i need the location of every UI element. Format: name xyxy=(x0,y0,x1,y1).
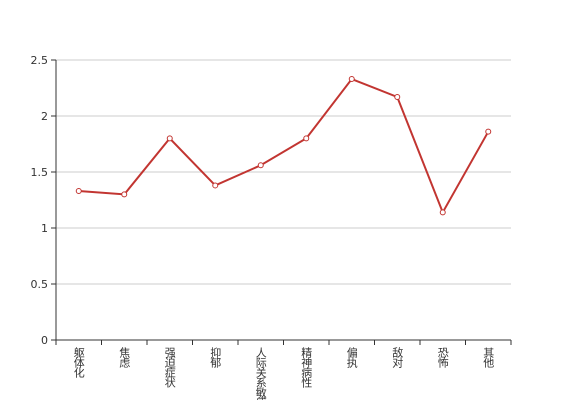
point xyxy=(303,135,310,142)
y-tick-label: 2.5 xyxy=(31,54,49,67)
x-tick-label: 其他 xyxy=(482,347,495,368)
x-tick-label: 偏执 xyxy=(345,346,358,369)
point xyxy=(75,188,82,195)
x-tick-label: 精神病性 xyxy=(300,347,313,389)
x-tick-label: 恐怖 xyxy=(436,347,449,368)
point xyxy=(394,93,401,100)
line xyxy=(78,77,490,215)
point xyxy=(166,135,173,142)
x-tick-label: 抑郁 xyxy=(209,346,222,368)
x-tick-label: 焦虑 xyxy=(118,347,131,368)
point xyxy=(439,209,446,216)
y-tick-label: 0.5 xyxy=(31,278,49,291)
y-tick-label: 2 xyxy=(41,110,48,123)
y-tick-label: 1.5 xyxy=(31,166,49,179)
point xyxy=(212,182,219,189)
point xyxy=(121,191,128,198)
point xyxy=(485,128,492,135)
point xyxy=(257,162,264,169)
x-tick-label: 躯体化 xyxy=(72,347,85,379)
x-tick-label: 敌对 xyxy=(391,346,404,368)
x-tick-label: 强迫症状 xyxy=(163,347,176,388)
point xyxy=(348,76,355,83)
y-tick-label: 0 xyxy=(41,334,48,347)
y-tick-label: 1 xyxy=(41,222,48,235)
x-tick-label: 人际关系敏感 xyxy=(254,347,267,400)
